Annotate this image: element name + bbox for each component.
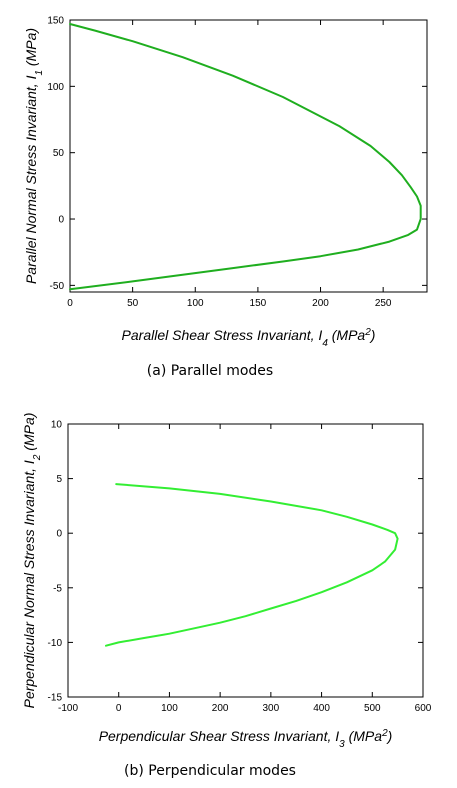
chart2-y-axis-label-unit: (MPa) xyxy=(21,413,37,455)
chart2-x-tick-label: 300 xyxy=(263,703,280,714)
chart2-plot-frame xyxy=(67,423,424,698)
chart2-y-tick-label: 10 xyxy=(51,420,63,431)
chart2-x-axis-label: Perpendicular Shear Stress Invariant, I3… xyxy=(99,728,393,750)
chart2-x-tick-label: 600 xyxy=(415,703,432,714)
chart1-y-axis-label: Parallel Normal Stress Invariant, I1 (MP… xyxy=(23,28,45,284)
chart2-series-line xyxy=(105,483,399,647)
chart2-x-tick-label: 0 xyxy=(116,703,122,714)
chart2-x-axis-label-sup: 2 xyxy=(381,728,388,739)
chart1-x-tick-label: 200 xyxy=(312,298,329,309)
chart2-y-axis-label: Perpendicular Normal Stress Invariant, I… xyxy=(21,413,43,709)
chart1-y-tick-label: 50 xyxy=(53,148,65,159)
chart2-x-tick-label: 100 xyxy=(161,703,178,714)
chart1-y-tick-label: 0 xyxy=(58,215,64,226)
chart1-y-axis-label-unit: (MPa) xyxy=(23,28,39,70)
chart2-y-tick-label: 5 xyxy=(56,474,62,485)
chart2-caption: (b) Perpendicular modes xyxy=(124,763,296,779)
chart2-x-axis-label-unit: (MPa xyxy=(345,728,383,744)
chart2-y-axis-label-sub: 2 xyxy=(32,454,43,461)
chart1-x-axis-label-unit-end: ) xyxy=(369,327,376,343)
chart2-x-axis-label-main: Perpendicular Shear Stress Invariant, I xyxy=(99,728,340,744)
chart2-x-tick-label: 400 xyxy=(313,703,330,714)
chart2-y-axis-label-main: Perpendicular Normal Stress Invariant, I xyxy=(21,460,37,708)
chart2-x-axis-label-unit-end: ) xyxy=(386,728,393,744)
chart1-x-axis-label-main: Parallel Shear Stress Invariant, I xyxy=(122,327,323,343)
chart1-y-axis-label-sub: 1 xyxy=(34,70,45,76)
chart2-y-tick-label: 0 xyxy=(56,529,62,540)
chart2-y-tick-label: -10 xyxy=(48,638,63,649)
chart1-x-axis-label: Parallel Shear Stress Invariant, I4 (MPa… xyxy=(122,327,376,349)
chart1-y-tick-label: -50 xyxy=(50,281,65,292)
chart1-x-axis-label-sub: 4 xyxy=(322,338,328,349)
chart1-x-tick-label: 0 xyxy=(67,298,73,309)
chart1-x-axis-label-sup: 2 xyxy=(364,327,371,338)
chart2-x-axis-label-sub: 3 xyxy=(339,739,345,750)
chart2-x-tick-label: 200 xyxy=(212,703,229,714)
chart1-caption: (a) Parallel modes xyxy=(147,363,273,379)
chart1-plot-frame xyxy=(69,19,428,293)
chart2-x-tick-label: -100 xyxy=(58,703,78,714)
chart2-x-tick-label: 500 xyxy=(364,703,381,714)
chart1-x-tick-label: 50 xyxy=(127,298,139,309)
chart1-y-tick-label: 100 xyxy=(47,82,64,93)
chart1-y-axis-label-main: Parallel Normal Stress Invariant, I xyxy=(23,75,39,284)
chart2-y-tick-label: -15 xyxy=(48,693,63,704)
chart1-x-tick-label: 250 xyxy=(375,298,392,309)
chart1-x-axis-label-unit: (MPa xyxy=(328,327,366,343)
chart1-x-tick-label: 100 xyxy=(187,298,204,309)
chart1-x-tick-label: 150 xyxy=(250,298,267,309)
chart1-series-line xyxy=(69,23,422,291)
chart1-y-tick-label: 150 xyxy=(47,16,64,27)
chart2-y-tick-label: -5 xyxy=(53,583,62,594)
